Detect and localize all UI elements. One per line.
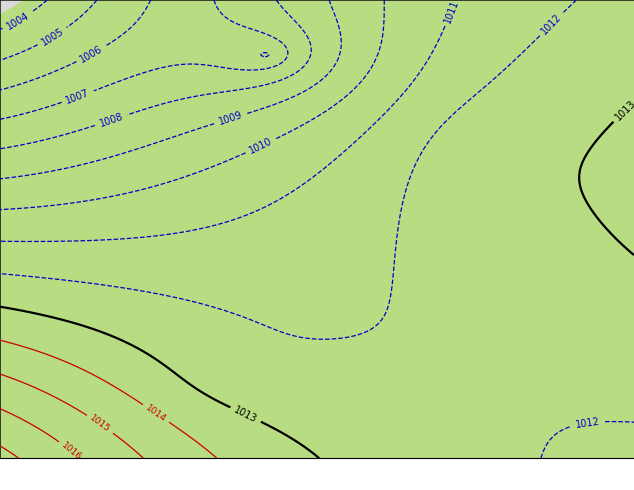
Text: 1013: 1013 <box>613 98 634 122</box>
Text: Sa 22-06-2024 06:00 UTC (00+30): Sa 22-06-2024 06:00 UTC (00+30) <box>395 463 628 475</box>
Text: 1004: 1004 <box>4 10 30 31</box>
Text: 1015: 1015 <box>88 414 112 435</box>
Text: Surface pressure [hPa] ECMWF: Surface pressure [hPa] ECMWF <box>6 467 216 480</box>
Text: 1010: 1010 <box>248 136 274 156</box>
Text: 1009: 1009 <box>217 110 243 127</box>
Text: 1011: 1011 <box>442 0 460 24</box>
Text: 1014: 1014 <box>144 403 168 424</box>
Text: 1006: 1006 <box>79 44 105 64</box>
Text: 1012: 1012 <box>540 12 564 36</box>
Text: 1012: 1012 <box>575 416 601 430</box>
Text: ©weatheronline.co.uk: ©weatheronline.co.uk <box>503 480 628 490</box>
Text: 1007: 1007 <box>65 88 91 106</box>
Text: 1016: 1016 <box>60 441 83 462</box>
Text: 1005: 1005 <box>39 26 65 48</box>
Text: 1013: 1013 <box>233 405 259 424</box>
Text: 1008: 1008 <box>98 111 124 129</box>
